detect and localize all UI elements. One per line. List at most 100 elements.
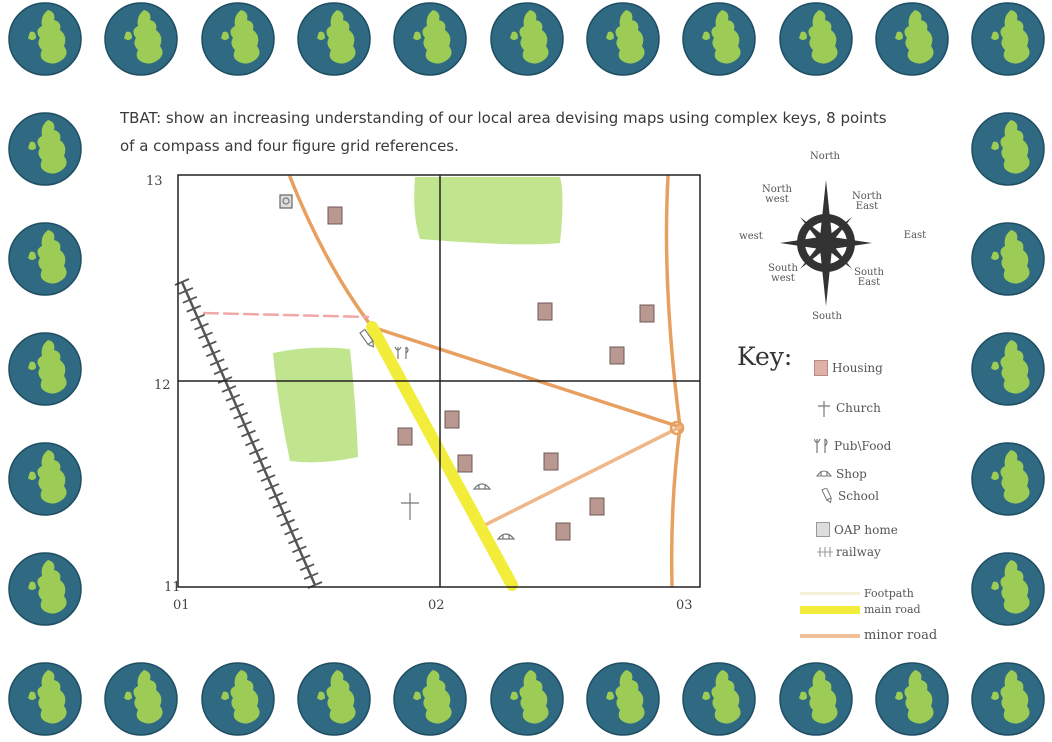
railway-tie [233,411,249,420]
railway-tie [217,376,233,384]
globe-icon [971,112,1045,186]
globe-icon [297,2,371,76]
globe-icon [971,662,1045,736]
main-road [366,321,518,591]
railway-tie [291,545,307,554]
railway-tie [299,563,315,572]
railway-tie [205,349,221,358]
globe-icon [971,442,1045,516]
objective-line-1: TBAT: show an increasing understanding o… [120,109,887,127]
shop-basket-icon [496,533,516,540]
church-cross-icon [401,493,419,520]
railway-tie [272,500,288,509]
key-item-footpath: Footpath [800,587,914,600]
minor-road-east [664,175,682,587]
globe-icon [8,552,82,626]
globe-icon [490,662,564,736]
map-roads [202,175,685,591]
globe-icon [104,2,178,76]
objective-line-2: of a compass and four figure grid refere… [120,137,459,155]
house-icon [327,206,343,225]
globe-icon [682,2,756,76]
key-item-shop: Shop [815,466,867,482]
compass-south-east-label: South East [854,267,884,288]
compass-west-label: west [739,231,763,242]
railway-tie [198,331,213,340]
x-tick-01: 01 [173,598,190,613]
key-item-oap-home: OAP home [816,522,898,537]
y-tick-12: 12 [154,378,171,393]
key-item-school: School [818,487,879,504]
key-item-main-road: main road [800,603,921,616]
globe-icon [393,662,467,736]
railway-tie [221,385,237,393]
globe-icon [779,2,853,76]
railway-tie [190,313,206,322]
globe-icon [971,552,1045,626]
railway-tie [303,572,319,580]
globe-icon [8,222,82,296]
railway-tie [260,474,276,482]
globe-icon [875,2,949,76]
globe-icon [297,662,371,736]
y-tick-11: 11 [164,580,181,595]
house-icon [397,427,413,446]
compass-north-label: North [809,151,840,162]
globe-icon [586,662,660,736]
railway-tie [202,340,217,349]
park-west [273,347,358,463]
minor-road-curve [288,175,682,429]
railway-tie [213,367,229,375]
key-item-church: Church [816,400,881,417]
house-icon [555,522,571,541]
globe-icon [8,112,82,186]
key-item-minor-road: minor road [800,628,937,643]
x-tick-02: 02 [428,598,445,613]
house-icon [609,346,625,365]
learning-objective: TBAT: show an increasing understanding o… [120,104,980,160]
house-icon [457,454,473,473]
school-pencil-icon [818,487,834,504]
railway-tie [209,358,225,367]
oap-home-icon [816,522,830,537]
compass-south-west-label: South west [768,263,798,284]
globe-icon [104,662,178,736]
minor-road-diagonal [483,425,682,527]
minor-road-line-icon [800,633,860,638]
globe-icon [779,662,853,736]
key-item-housing: Housing [814,360,883,376]
railway-tie [252,456,268,465]
x-tick-03: 03 [676,598,693,613]
railway-tie [237,420,252,429]
oap-home-icon [279,194,293,209]
park-north [414,177,563,245]
y-tick-13: 13 [146,174,163,189]
railway-tie [229,402,245,411]
railway-tie [241,429,256,438]
globe-icon [201,662,275,736]
compass-north-west-label: North west [761,184,792,205]
house-icon [589,497,605,516]
house-icon [537,302,553,321]
railway-tie [194,322,209,331]
globe-icon [393,2,467,76]
railway-tie [295,554,311,563]
house-icon [543,452,559,471]
globe-icon [586,2,660,76]
map-parks [273,177,563,463]
compass-east-label: East [903,230,927,241]
globe-icon [682,662,756,736]
footpath [202,311,370,319]
pub-icon [394,346,409,359]
main-road-line-icon [800,605,860,614]
house-icon [639,304,655,323]
globe-icon [971,332,1045,406]
railway-tie [276,509,292,518]
railway-tie [256,465,272,473]
key-item-railway: railway [816,544,881,560]
globe-icon [875,662,949,736]
globe-icon [201,2,275,76]
house-icon [444,410,460,429]
map-features [279,194,516,540]
